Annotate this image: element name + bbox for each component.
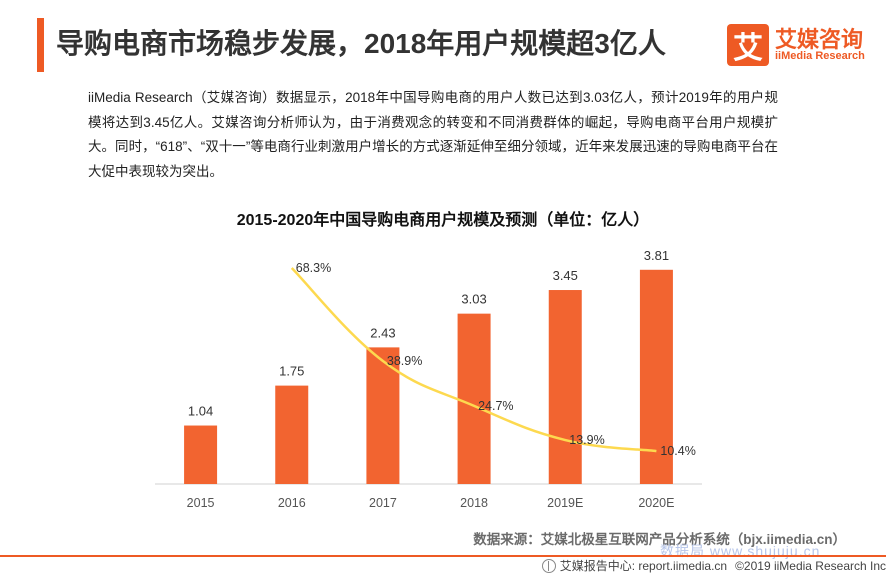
- x-tick-2020E: 2020E: [638, 496, 674, 510]
- x-tick-2016: 2016: [278, 496, 306, 510]
- globe-icon: [542, 559, 556, 573]
- copyright-text: ©2019 iiMedia Research Inc: [735, 559, 886, 573]
- bar-label-2015: 1.04: [188, 404, 213, 419]
- footer: 艾媒报告中心: report.iimedia.cn ©2019 iiMedia …: [542, 557, 886, 574]
- growth-label-2020E: 10.4%: [660, 444, 695, 458]
- growth-label-2016: 68.3%: [296, 261, 331, 275]
- x-tick-2019E: 2019E: [547, 496, 583, 510]
- bar-label-2020E: 3.81: [644, 248, 669, 263]
- growth-label-2019E: 13.9%: [569, 433, 604, 447]
- bar-label-2019E: 3.45: [553, 268, 578, 283]
- x-tick-2018: 2018: [460, 496, 488, 510]
- bar-2019E: [549, 290, 582, 484]
- bar-2015: [184, 426, 217, 484]
- x-tick-2015: 2015: [187, 496, 215, 510]
- user-scale-chart: 1.04 2015 1.75 2016 2.43 2017 3.03 2018 3.45 2019…: [0, 0, 886, 576]
- bar-label-2016: 1.75: [279, 364, 304, 379]
- report-center-link[interactable]: 艾媒报告中心: report.iimedia.cn: [560, 557, 727, 574]
- bar-2016: [275, 386, 308, 484]
- bar-label-2017: 2.43: [370, 325, 395, 340]
- growth-label-2018: 24.7%: [478, 399, 513, 413]
- x-tick-2017: 2017: [369, 496, 397, 510]
- bar-label-2018: 3.03: [461, 292, 486, 307]
- growth-label-2017: 38.9%: [387, 354, 422, 368]
